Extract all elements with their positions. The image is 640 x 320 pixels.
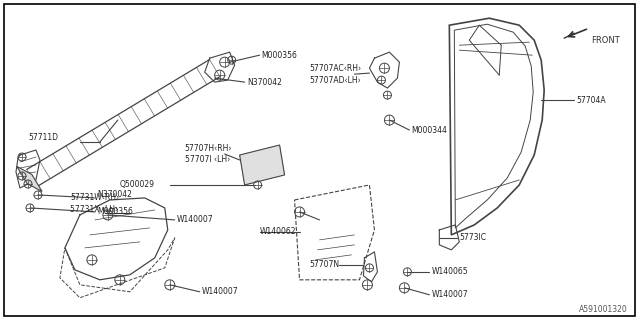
Text: 57707AD‹LH›: 57707AD‹LH›: [310, 76, 362, 84]
Text: W140007: W140007: [177, 215, 213, 224]
Text: M000356: M000356: [262, 51, 298, 60]
Text: A591001320: A591001320: [579, 305, 628, 314]
Text: 57704A: 57704A: [576, 96, 606, 105]
Text: W140007: W140007: [202, 287, 238, 296]
Text: 57707I ‹LH›: 57707I ‹LH›: [185, 156, 230, 164]
Text: 5773IC: 5773IC: [460, 233, 486, 242]
Text: 57731W‹RH›: 57731W‹RH›: [70, 194, 119, 203]
Polygon shape: [17, 166, 42, 192]
Text: W140065: W140065: [431, 267, 468, 276]
Text: 57707H‹RH›: 57707H‹RH›: [185, 143, 232, 153]
Text: FRONT: FRONT: [591, 36, 620, 45]
Text: M000356: M000356: [97, 207, 132, 216]
Text: W140007: W140007: [431, 290, 468, 299]
Text: 57707N: 57707N: [310, 260, 340, 269]
Text: N370042: N370042: [248, 78, 282, 87]
Text: 57707AC‹RH›: 57707AC‹RH›: [310, 64, 362, 73]
Text: 57731X ‹LH›: 57731X ‹LH›: [70, 205, 118, 214]
Text: N370042: N370042: [97, 190, 132, 199]
Text: W140062: W140062: [260, 228, 296, 236]
Text: 57711D: 57711D: [28, 132, 58, 141]
Text: M000344: M000344: [412, 125, 447, 134]
Polygon shape: [239, 145, 285, 185]
Text: Q500029: Q500029: [120, 180, 155, 189]
